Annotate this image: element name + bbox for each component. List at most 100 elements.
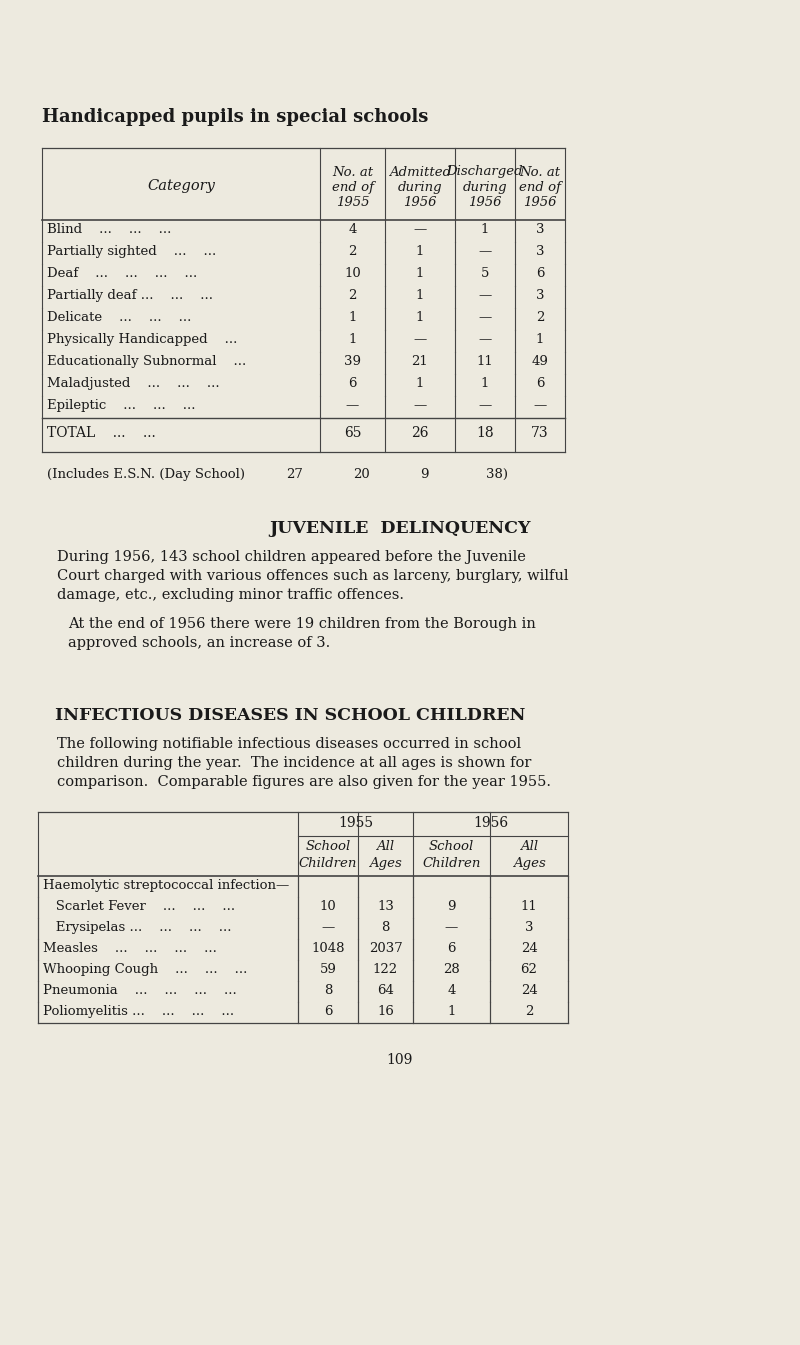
Text: (Includes E.S.N. (Day School): (Includes E.S.N. (Day School) xyxy=(47,468,245,482)
Text: School: School xyxy=(429,841,474,853)
Text: 20: 20 xyxy=(354,468,370,482)
Text: No. at: No. at xyxy=(519,165,561,179)
Text: Children: Children xyxy=(299,857,357,870)
Text: 1: 1 xyxy=(348,334,357,346)
Text: 1: 1 xyxy=(416,268,424,280)
Text: comparison.  Comparable figures are also given for the year 1955.: comparison. Comparable figures are also … xyxy=(57,775,551,790)
Text: —: — xyxy=(414,399,426,412)
Text: Physically Handicapped    ...: Physically Handicapped ... xyxy=(47,334,238,346)
Text: 59: 59 xyxy=(319,963,337,976)
Text: 13: 13 xyxy=(377,900,394,913)
Text: 1: 1 xyxy=(348,311,357,324)
Text: 1: 1 xyxy=(481,377,489,390)
Text: 1: 1 xyxy=(416,289,424,303)
Text: 6: 6 xyxy=(324,1005,332,1018)
Text: 9: 9 xyxy=(447,900,456,913)
Text: Category: Category xyxy=(147,179,215,192)
Text: All: All xyxy=(520,841,538,853)
Text: 4: 4 xyxy=(447,985,456,997)
Text: Deaf    ...    ...    ...    ...: Deaf ... ... ... ... xyxy=(47,268,198,280)
Text: 3: 3 xyxy=(536,245,544,258)
Text: Discharged: Discharged xyxy=(446,165,523,179)
Text: The following notifiable infectious diseases occurred in school: The following notifiable infectious dise… xyxy=(57,737,521,751)
Text: —: — xyxy=(414,223,426,235)
Text: —: — xyxy=(534,399,546,412)
Text: Erysipelas ...    ...    ...    ...: Erysipelas ... ... ... ... xyxy=(43,921,231,933)
Text: 6: 6 xyxy=(348,377,357,390)
Text: Measles    ...    ...    ...    ...: Measles ... ... ... ... xyxy=(43,941,217,955)
Text: end of: end of xyxy=(519,180,561,194)
Text: 21: 21 xyxy=(412,355,428,369)
Text: 2: 2 xyxy=(525,1005,533,1018)
Text: INFECTIOUS DISEASES IN SCHOOL CHILDREN: INFECTIOUS DISEASES IN SCHOOL CHILDREN xyxy=(55,707,526,724)
Text: 1955: 1955 xyxy=(336,195,370,208)
Text: School: School xyxy=(306,841,350,853)
Text: Admitted: Admitted xyxy=(389,165,451,179)
Text: 2: 2 xyxy=(348,289,357,303)
Text: 38): 38) xyxy=(486,468,508,482)
Text: 1: 1 xyxy=(447,1005,456,1018)
Text: 24: 24 xyxy=(521,985,538,997)
Text: Educationally Subnormal    ...: Educationally Subnormal ... xyxy=(47,355,246,369)
Text: Court charged with various offences such as larceny, burglary, wilful: Court charged with various offences such… xyxy=(57,569,569,582)
Text: —: — xyxy=(478,311,492,324)
Text: 4: 4 xyxy=(348,223,357,235)
Text: —: — xyxy=(478,399,492,412)
Text: 6: 6 xyxy=(447,941,456,955)
Text: Handicapped pupils in special schools: Handicapped pupils in special schools xyxy=(42,108,428,126)
Text: 73: 73 xyxy=(531,426,549,440)
Text: 1956: 1956 xyxy=(473,816,508,830)
Text: —: — xyxy=(478,334,492,346)
Text: Blind    ...    ...    ...: Blind ... ... ... xyxy=(47,223,171,235)
Text: Partially sighted    ...    ...: Partially sighted ... ... xyxy=(47,245,216,258)
Text: 64: 64 xyxy=(377,985,394,997)
Text: during: during xyxy=(398,180,442,194)
Text: Ages: Ages xyxy=(369,857,402,870)
Text: approved schools, an increase of 3.: approved schools, an increase of 3. xyxy=(68,636,330,650)
Text: 16: 16 xyxy=(377,1005,394,1018)
Text: Whooping Cough    ...    ...    ...: Whooping Cough ... ... ... xyxy=(43,963,247,976)
Text: 3: 3 xyxy=(536,223,544,235)
Text: 28: 28 xyxy=(443,963,460,976)
Text: 1048: 1048 xyxy=(311,941,345,955)
Text: JUVENILE  DELINQUENCY: JUVENILE DELINQUENCY xyxy=(270,521,530,537)
Text: 18: 18 xyxy=(476,426,494,440)
Text: 1: 1 xyxy=(536,334,544,346)
Text: 5: 5 xyxy=(481,268,489,280)
Text: 1: 1 xyxy=(481,223,489,235)
Text: —: — xyxy=(346,399,359,412)
Text: All: All xyxy=(377,841,394,853)
Text: 109: 109 xyxy=(387,1053,413,1067)
Text: Epileptic    ...    ...    ...: Epileptic ... ... ... xyxy=(47,399,195,412)
Text: 1: 1 xyxy=(416,377,424,390)
Text: Pneumonia    ...    ...    ...    ...: Pneumonia ... ... ... ... xyxy=(43,985,237,997)
Text: —: — xyxy=(322,921,334,933)
Text: 1: 1 xyxy=(416,311,424,324)
Text: 6: 6 xyxy=(536,268,544,280)
Text: 122: 122 xyxy=(373,963,398,976)
Text: Partially deaf ...    ...    ...: Partially deaf ... ... ... xyxy=(47,289,213,303)
Text: 62: 62 xyxy=(521,963,538,976)
Text: 6: 6 xyxy=(536,377,544,390)
Text: 1956: 1956 xyxy=(523,195,557,208)
Text: during: during xyxy=(462,180,507,194)
Text: 1956: 1956 xyxy=(468,195,502,208)
Text: Children: Children xyxy=(422,857,481,870)
Text: children during the year.  The incidence at all ages is shown for: children during the year. The incidence … xyxy=(57,756,531,769)
Text: 3: 3 xyxy=(536,289,544,303)
Text: Poliomyelitis ...    ...    ...    ...: Poliomyelitis ... ... ... ... xyxy=(43,1005,234,1018)
Text: 2: 2 xyxy=(536,311,544,324)
Text: 24: 24 xyxy=(521,941,538,955)
Text: Haemolytic streptococcal infection—: Haemolytic streptococcal infection— xyxy=(43,880,290,892)
Text: —: — xyxy=(414,334,426,346)
Text: 10: 10 xyxy=(320,900,336,913)
Text: 11: 11 xyxy=(477,355,494,369)
Text: —: — xyxy=(478,245,492,258)
Text: 1956: 1956 xyxy=(403,195,437,208)
Text: 27: 27 xyxy=(286,468,303,482)
Text: Ages: Ages xyxy=(513,857,546,870)
Text: During 1956, 143 school children appeared before the Juvenile: During 1956, 143 school children appeare… xyxy=(57,550,526,564)
Text: Scarlet Fever    ...    ...    ...: Scarlet Fever ... ... ... xyxy=(43,900,235,913)
Text: 1: 1 xyxy=(416,245,424,258)
Text: damage, etc., excluding minor traffic offences.: damage, etc., excluding minor traffic of… xyxy=(57,588,404,603)
